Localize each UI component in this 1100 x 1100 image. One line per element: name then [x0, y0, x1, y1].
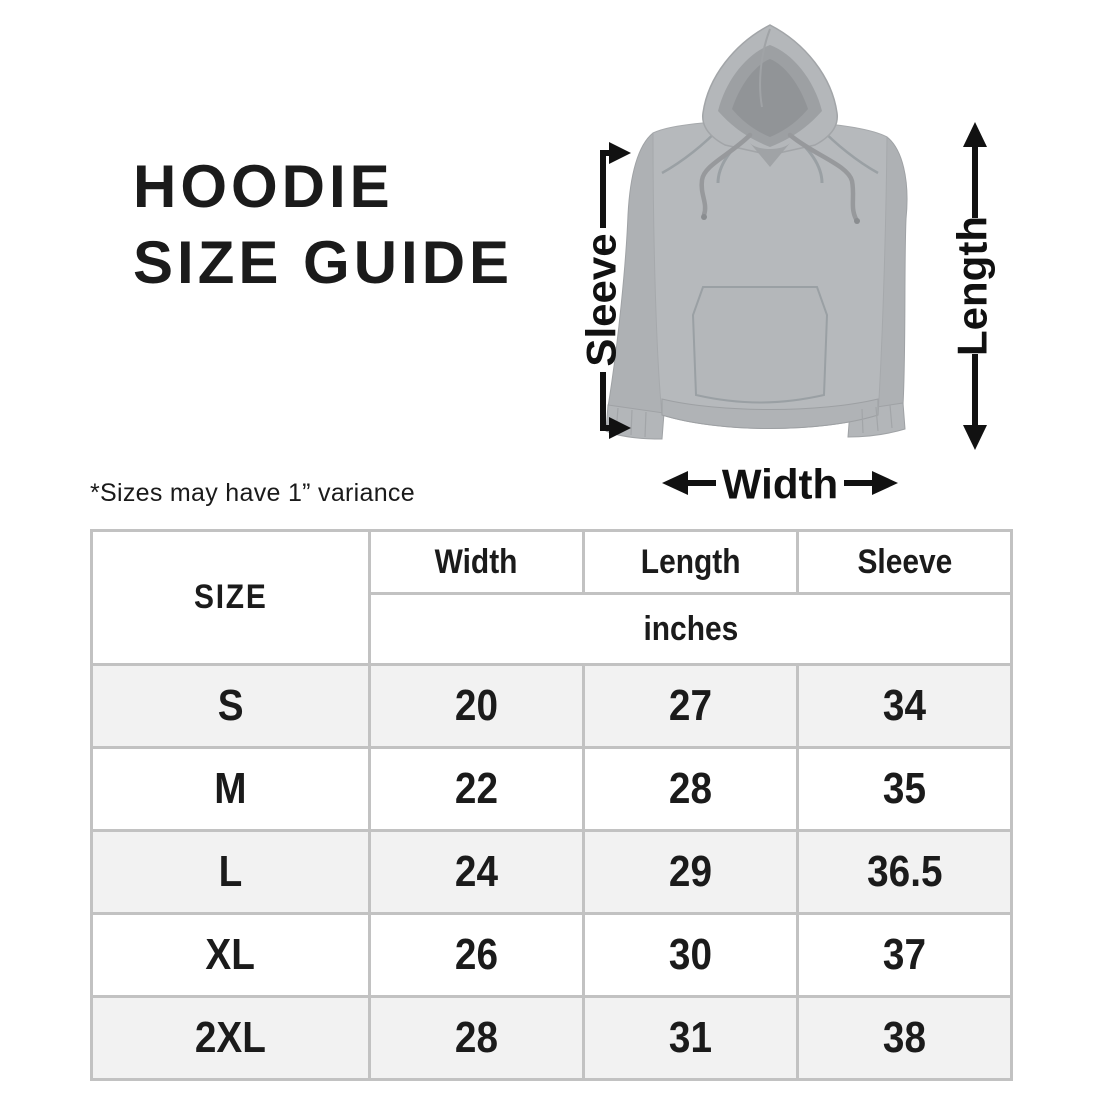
length-cell: 30: [582, 912, 799, 998]
sleeve-cell: 38: [796, 995, 1013, 1081]
sleeve-cell: 36.5: [796, 829, 1013, 915]
variance-note: *Sizes may have 1” variance: [90, 479, 415, 507]
size-cell: L: [90, 829, 371, 915]
width-column-header: Width: [368, 529, 585, 595]
table-header-row: SIZE Width Length Sleeve: [90, 529, 1013, 666]
table-unit-row: inches: [92, 592, 1013, 666]
length-column-header: Length: [582, 529, 799, 595]
size-table: SIZE Width Length Sleeve inches S 20 27 …: [90, 529, 1013, 1081]
hoodie-image: [600, 15, 910, 455]
table-row: L 24 29 36.5: [90, 829, 1013, 915]
width-cell: 26: [368, 912, 585, 998]
width-label: Width: [722, 461, 838, 508]
size-cell: 2XL: [90, 995, 371, 1081]
table-row: 2XL 28 31 38: [90, 995, 1013, 1081]
sleeve-cell: 35: [796, 746, 1013, 832]
width-arrowhead-right: [872, 471, 898, 495]
length-cell: 31: [582, 995, 799, 1081]
size-cell: XL: [90, 912, 371, 998]
size-cell: M: [90, 746, 371, 832]
hoodie-illustration: [605, 24, 908, 440]
page-title-line1: HOODIE: [133, 153, 394, 220]
width-arrowhead-left: [662, 471, 688, 495]
length-arrowhead-down: [963, 425, 987, 450]
width-cell: 20: [368, 663, 585, 749]
length-arrowhead-up: [963, 122, 987, 147]
sleeve-cell: 34: [796, 663, 1013, 749]
table-row: S 20 27 34: [90, 663, 1013, 749]
sleeve-column-header: Sleeve: [796, 529, 1013, 595]
width-cell: 22: [368, 746, 585, 832]
hoodie-pocket: [691, 286, 829, 404]
hoodie-hem-band: [661, 398, 879, 429]
length-cell: 28: [582, 746, 799, 832]
hoodie-right-aglet: [854, 218, 860, 224]
length-label: Length: [949, 216, 996, 356]
page-title-line2: SIZE GUIDE: [133, 229, 514, 296]
hoodie-right-drawstring: [787, 132, 859, 222]
size-cell: S: [90, 663, 371, 749]
page-title: HOODIE SIZE GUIDE: [133, 149, 513, 301]
hoodie-hood-fold: [759, 28, 771, 108]
size-column-header: SIZE: [90, 529, 371, 666]
table-row: M 22 28 35: [90, 746, 1013, 832]
width-cell: 28: [368, 995, 585, 1081]
width-cell: 24: [368, 829, 585, 915]
hoodie-hood-interior: [732, 59, 808, 137]
unit-header: inches: [368, 592, 1013, 666]
length-cell: 27: [582, 663, 799, 749]
table-row: XL 26 30 37: [90, 912, 1013, 998]
length-cell: 29: [582, 829, 799, 915]
sleeve-cell: 37: [796, 912, 1013, 998]
hoodie-vneck-shadow: [750, 143, 790, 167]
hoodie-left-aglet: [701, 214, 707, 220]
hoodie-left-drawstring: [699, 132, 753, 218]
